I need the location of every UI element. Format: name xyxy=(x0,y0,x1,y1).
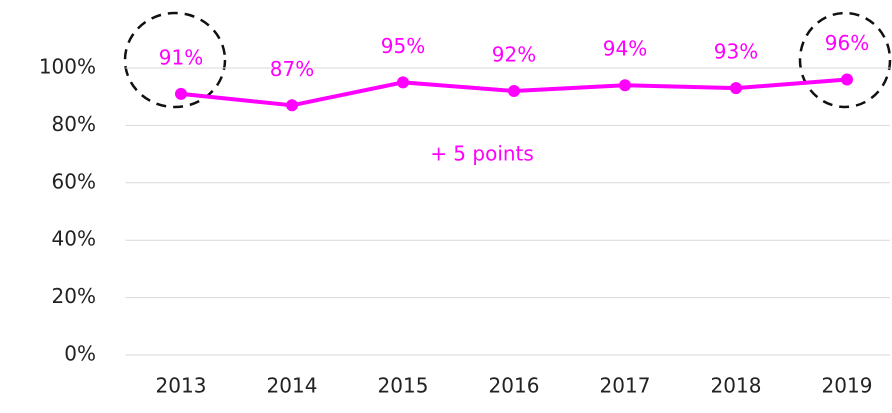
point xyxy=(508,84,520,97)
point xyxy=(730,82,742,95)
y-tick-label: 80% xyxy=(52,112,96,136)
x-tick-label: 2017 xyxy=(600,374,651,398)
point xyxy=(841,73,853,86)
data-label: 87% xyxy=(270,57,314,81)
highlight-circle xyxy=(798,11,892,109)
y-tick-label: 60% xyxy=(52,169,96,193)
x-tick-label: 2016 xyxy=(489,374,540,398)
x-tick-label: 2015 xyxy=(378,374,429,398)
data-label: 96% xyxy=(825,31,869,55)
y-tick-label: 20% xyxy=(52,284,96,308)
data-label: 92% xyxy=(492,42,536,66)
y-tick-label: 40% xyxy=(52,227,96,251)
highlight-circle xyxy=(123,11,227,109)
point xyxy=(175,87,187,100)
y-tick-label: 100% xyxy=(39,55,96,79)
data-label: 95% xyxy=(381,34,425,58)
data-label: 94% xyxy=(603,37,647,61)
x-tick-label: 2019 xyxy=(822,374,873,398)
point xyxy=(286,99,298,112)
point xyxy=(619,79,631,92)
point xyxy=(397,76,409,89)
x-tick-label: 2018 xyxy=(711,374,762,398)
data-label: 91% xyxy=(159,45,203,69)
annotation: + 5 points xyxy=(430,142,534,166)
y-tick-label: 0% xyxy=(64,342,96,366)
x-tick-label: 2013 xyxy=(156,374,207,398)
x-tick-label: 2014 xyxy=(267,374,318,398)
data-label: 93% xyxy=(714,40,758,64)
